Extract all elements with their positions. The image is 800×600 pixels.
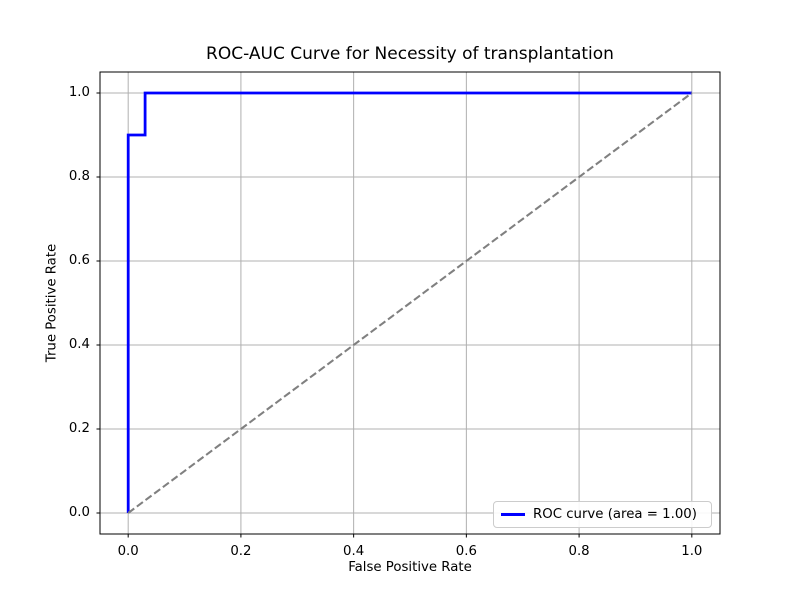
y-tick-label: 1.0 <box>68 85 90 100</box>
y-tick-label: 0.4 <box>68 337 90 352</box>
x-tick-label: 0.4 <box>343 544 365 559</box>
x-tick-label: 1.0 <box>681 544 703 559</box>
y-tick-label: 0.8 <box>68 169 90 184</box>
roc-curve-line <box>126 91 692 513</box>
x-tick-label: 0.8 <box>568 544 590 559</box>
legend: ROC curve (area = 1.00) <box>493 501 712 528</box>
legend-label: ROC curve (area = 1.00) <box>533 507 697 522</box>
x-tick-label: 0.2 <box>230 544 252 559</box>
x-tick-label: 0.6 <box>455 544 477 559</box>
y-tick-label: 0.6 <box>68 253 90 268</box>
y-tick-label: 0.2 <box>68 421 90 436</box>
x-axis-label: False Positive Rate <box>348 560 472 575</box>
chance-diagonal-line <box>127 92 693 514</box>
roc-curve-legend-swatch <box>501 513 525 516</box>
x-tick-label: 0.0 <box>117 544 139 559</box>
y-tick-label: 0.0 <box>68 505 90 520</box>
chart-title: ROC-AUC Curve for Necessity of transplan… <box>206 44 614 64</box>
axes-frame <box>99 71 721 535</box>
